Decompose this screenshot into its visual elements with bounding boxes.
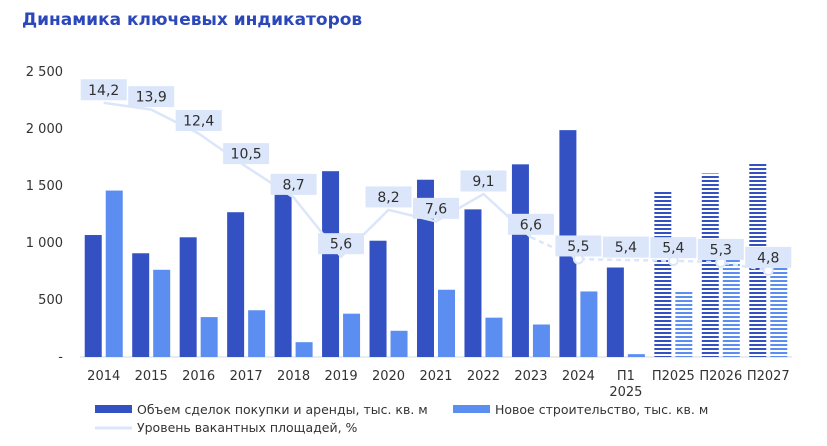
x-tick-label: 2016 (182, 369, 215, 384)
bar-new-construction (295, 342, 313, 357)
bar-transactions (132, 253, 150, 357)
bar-transactions (464, 209, 482, 357)
bar-new-construction (580, 291, 598, 357)
vacancy-label-box (80, 79, 127, 101)
bar-transactions (274, 191, 292, 357)
vacancy-label-box (507, 213, 554, 235)
y-tick-label: 1 500 (26, 179, 63, 194)
bar-transactions (369, 240, 387, 357)
vacancy-line-projected (530, 236, 769, 272)
vacancy-label-box (175, 110, 222, 132)
x-tick-label: 2025 (609, 385, 642, 400)
bar-transactions (227, 212, 245, 357)
x-tick-label: П2027 (747, 369, 790, 384)
vacancy-label-box (697, 238, 744, 260)
bar-transactions (511, 164, 529, 357)
y-tick-label: 1 000 (26, 236, 63, 251)
bar-transactions (606, 267, 624, 357)
y-tick-label: 2 000 (26, 122, 63, 137)
x-tick-label: 2018 (277, 369, 310, 384)
bar-new-construction (627, 354, 645, 357)
vacancy-data-label: 5,6 (330, 237, 352, 253)
legend: Объем сделок покупки и аренды, тыс. кв. … (95, 402, 708, 435)
vacancy-label-box (223, 143, 270, 165)
bar-new-construction (105, 190, 123, 357)
bar-transactions (417, 179, 434, 357)
bar-new-construction (248, 310, 266, 357)
x-tick-label: П2025 (652, 369, 695, 384)
x-tick-label: 2024 (562, 369, 595, 384)
y-tick-label: 500 (38, 293, 63, 308)
vacancy-label-box (413, 197, 459, 219)
chart-title: Динамика ключевых индикаторов (22, 10, 363, 30)
x-tick-label: 2021 (419, 369, 452, 384)
vacancy-line-actual (103, 101, 532, 259)
vacancy-data-label: 5,3 (710, 242, 732, 258)
vacancy-label-box (365, 186, 412, 208)
vacancy-data-label: 5,4 (615, 240, 637, 256)
bar-new-construction (438, 289, 455, 357)
vacancy-data-label: 6,6 (520, 217, 542, 233)
bar-transactions (84, 235, 102, 357)
vacancy-label-box (318, 233, 365, 255)
vacancy-data-label: 4,8 (757, 250, 779, 266)
vacancy-data-label: 13,9 (136, 90, 167, 106)
x-tick-label: 2020 (372, 369, 405, 384)
y-tick-label: - (58, 350, 63, 365)
bar-new-construction (153, 269, 171, 357)
x-tick-label: 2017 (230, 369, 263, 384)
x-tick-label: П2026 (699, 369, 742, 384)
vacancy-label-box (602, 236, 649, 258)
bar-transactions (654, 191, 672, 357)
vacancy-label-box (650, 237, 697, 259)
vacancy-label-box (128, 86, 175, 108)
legend-label-transactions: Объем сделок покупки и аренды, тыс. кв. … (137, 402, 428, 417)
vacancy-label-box (555, 235, 602, 257)
vacancy-data-label: 5,5 (567, 239, 589, 255)
y-tick-label: 2 500 (26, 65, 63, 80)
vacancy-data-label: 9,1 (472, 174, 494, 190)
x-tick-label: 2014 (87, 369, 120, 384)
vacancy-data-label: 5,4 (662, 241, 684, 257)
bar-transactions (322, 171, 340, 357)
bar-new-construction (675, 292, 693, 357)
legend-label-vacancy: Уровень вакантных площадей, % (137, 420, 358, 435)
bar-new-construction (390, 330, 408, 357)
vacancy-line-group (103, 101, 774, 276)
bar-transactions (701, 173, 719, 357)
x-tick-label: 2019 (325, 369, 358, 384)
bar-new-construction (485, 317, 503, 357)
vacancy-data-label: 10,5 (231, 147, 262, 163)
vacancy-label-box (460, 170, 507, 192)
vacancy-label-box (270, 173, 317, 195)
vacancy-label-box (745, 246, 792, 268)
bar-new-construction (343, 313, 361, 357)
bar-new-construction (532, 324, 550, 357)
legend-label-new-construction: Новое строительство, тыс. кв. м (495, 402, 708, 417)
bar-transactions (179, 237, 197, 357)
bar-new-construction (200, 317, 218, 357)
legend-swatch-transactions (95, 405, 132, 413)
x-tick-label: 2022 (467, 369, 500, 384)
axes-group: - 500 1 000 1 500 2 000 2 500 2014 2015 2016 2017… (26, 65, 792, 400)
vacancy-data-label: 14,2 (88, 83, 119, 99)
bar-new-construction (770, 263, 788, 357)
vacancy-data-label: 8,7 (282, 177, 304, 193)
bar-new-construction (722, 254, 740, 357)
legend-swatch-new-construction (453, 405, 490, 413)
vacancy-data-label: 7,6 (425, 201, 447, 217)
vacancy-data-label: 12,4 (183, 114, 214, 130)
x-tick-label: П1 (617, 369, 635, 384)
x-tick-label: 2015 (135, 369, 168, 384)
x-tick-label: 2023 (514, 369, 547, 384)
data-labels-group: 14,2 13,9 12,4 10,5 8,7 5,6 8,2 7,6 9,1 6,6 5,5 5,4… (80, 79, 792, 268)
vacancy-data-label: 8,2 (377, 190, 399, 206)
